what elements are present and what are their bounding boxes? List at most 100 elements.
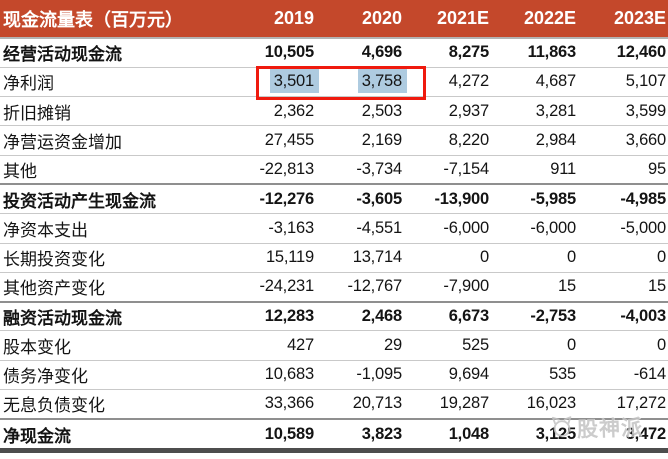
cell: 16,023 bbox=[491, 389, 578, 419]
row-label: 股本变化 bbox=[0, 330, 228, 361]
row-label: 折旧摊销 bbox=[0, 96, 228, 126]
cell: -22,813 bbox=[228, 154, 316, 185]
row-label: 净营运资金增加 bbox=[0, 125, 228, 156]
selection-highlight: 3,501 bbox=[269, 69, 319, 94]
cell: -4,551 bbox=[316, 213, 404, 244]
cell: 427 bbox=[228, 330, 316, 361]
cell: -2,753 bbox=[491, 300, 578, 331]
cell: 535 bbox=[491, 359, 578, 390]
cell: 8,220 bbox=[404, 125, 491, 156]
table-row-net-debt-change: 债务净变化 10,683 -1,095 9,694 535 -614 bbox=[0, 359, 668, 390]
cell: 29 bbox=[316, 330, 404, 361]
cell: 0 bbox=[491, 330, 578, 361]
row-label: 长期投资变化 bbox=[0, 242, 228, 273]
cell: 17,272 bbox=[578, 389, 668, 419]
cell: 2,468 bbox=[316, 300, 404, 331]
cell: 6,673 bbox=[404, 300, 491, 331]
row-label: 无息负债变化 bbox=[0, 389, 228, 419]
cell: 10,589 bbox=[228, 417, 316, 449]
cell: 0 bbox=[578, 330, 668, 361]
selection-highlight: 3,758 bbox=[357, 69, 407, 94]
cell: -3,163 bbox=[228, 213, 316, 244]
cell: -4,985 bbox=[578, 183, 668, 214]
cell: 2,169 bbox=[316, 125, 404, 156]
cell: -12,767 bbox=[316, 271, 404, 302]
row-label: 投资活动产生现金流 bbox=[0, 183, 228, 214]
table-row-operating-cashflow: 经营活动现金流 10,505 4,696 8,275 11,863 12,460 bbox=[0, 36, 668, 68]
row-label: 其他资产变化 bbox=[0, 271, 228, 302]
cell: 4,687 bbox=[491, 66, 578, 97]
cell: -1,095 bbox=[316, 359, 404, 390]
cell: 1,048 bbox=[404, 417, 491, 449]
cell: 911 bbox=[491, 154, 578, 185]
table-row-investing-cashflow: 投资活动产生现金流 -12,276 -3,605 -13,900 -5,985 … bbox=[0, 183, 668, 214]
cell: -3,734 bbox=[316, 154, 404, 185]
cell: 4,696 bbox=[316, 36, 404, 68]
cell: 9,694 bbox=[404, 359, 491, 390]
cell: 10,683 bbox=[228, 359, 316, 390]
table-row-net-profit: 净利润 3,501 3,758 4,272 4,687 5,107 bbox=[0, 66, 668, 97]
cell: 10,505 bbox=[228, 36, 316, 68]
table-row-other: 其他 -22,813 -3,734 -7,154 911 95 bbox=[0, 154, 668, 185]
table-title: 现金流量表（百万元） bbox=[3, 9, 183, 30]
cell: -5,000 bbox=[578, 213, 668, 244]
cell: 12,283 bbox=[228, 300, 316, 331]
cell: 20,713 bbox=[316, 389, 404, 419]
table-row-equity-change: 股本变化 427 29 525 0 0 bbox=[0, 330, 668, 361]
row-label: 经营活动现金流 bbox=[0, 36, 228, 68]
cell: 3,599 bbox=[578, 96, 668, 126]
cell: -7,900 bbox=[404, 271, 491, 302]
cell: 3,823 bbox=[316, 417, 404, 449]
cell: 8,275 bbox=[404, 36, 491, 68]
cell: 15 bbox=[578, 271, 668, 302]
cell: 13,714 bbox=[316, 242, 404, 273]
row-label: 净利润 bbox=[0, 66, 228, 97]
cell: 3,472 bbox=[578, 417, 668, 449]
cell: 4,272 bbox=[404, 66, 491, 97]
cell: 19,287 bbox=[404, 389, 491, 419]
cell: 5,107 bbox=[578, 66, 668, 97]
table-row-net-cashflow: 净现金流 10,589 3,823 1,048 3,125 3,472 bbox=[0, 417, 668, 449]
cell: 15 bbox=[491, 271, 578, 302]
cell: 2,362 bbox=[228, 96, 316, 126]
cell: 0 bbox=[491, 242, 578, 273]
cell: 33,366 bbox=[228, 389, 316, 419]
cashflow-table: 现金流量表（百万元） 2019 2020 2021E 2022E 2023E 经… bbox=[0, 0, 668, 449]
cell: 2,984 bbox=[491, 125, 578, 156]
table-row-working-capital: 净营运资金增加 27,455 2,169 8,220 2,984 3,660 bbox=[0, 125, 668, 156]
cell: 2,503 bbox=[316, 96, 404, 126]
cell: -12,276 bbox=[228, 183, 316, 214]
cell: -4,003 bbox=[578, 300, 668, 331]
cell: -614 bbox=[578, 359, 668, 390]
cell: -3,605 bbox=[316, 183, 404, 214]
cell: 11,863 bbox=[491, 36, 578, 68]
column-header-2023e: 2023E bbox=[613, 8, 666, 28]
table-row-depreciation: 折旧摊销 2,362 2,503 2,937 3,281 3,599 bbox=[0, 96, 668, 126]
cell: -6,000 bbox=[404, 213, 491, 244]
cell: 2,937 bbox=[404, 96, 491, 126]
cell: 3,281 bbox=[491, 96, 578, 126]
cell: 95 bbox=[578, 154, 668, 185]
table-row-capex: 净资本支出 -3,163 -4,551 -6,000 -6,000 -5,000 bbox=[0, 213, 668, 244]
row-label: 净资本支出 bbox=[0, 213, 228, 244]
cell: -24,231 bbox=[228, 271, 316, 302]
cell: 12,460 bbox=[578, 36, 668, 68]
table-header-row: 现金流量表（百万元） 2019 2020 2021E 2022E 2023E bbox=[0, 0, 668, 38]
cell: -7,154 bbox=[404, 154, 491, 185]
cell: 0 bbox=[578, 242, 668, 273]
cell: 0 bbox=[404, 242, 491, 273]
cell-highlighted: 3,501 bbox=[228, 66, 319, 97]
cell: -6,000 bbox=[491, 213, 578, 244]
cell: 3,660 bbox=[578, 125, 668, 156]
table-bottom-border bbox=[0, 448, 668, 454]
table-row-financing-cashflow: 融资活动现金流 12,283 2,468 6,673 -2,753 -4,003 bbox=[0, 300, 668, 331]
table-row-other-assets: 其他资产变化 -24,231 -12,767 -7,900 15 15 bbox=[0, 271, 668, 302]
cell: -5,985 bbox=[491, 183, 578, 214]
cell: 27,455 bbox=[228, 125, 316, 156]
table-row-interest-free-liabilities: 无息负债变化 33,366 20,713 19,287 16,023 17,27… bbox=[0, 389, 668, 419]
cell: 525 bbox=[404, 330, 491, 361]
column-header-2022e: 2022E bbox=[523, 8, 576, 28]
column-header-2020: 2020 bbox=[361, 8, 402, 28]
row-label: 净现金流 bbox=[0, 417, 228, 449]
